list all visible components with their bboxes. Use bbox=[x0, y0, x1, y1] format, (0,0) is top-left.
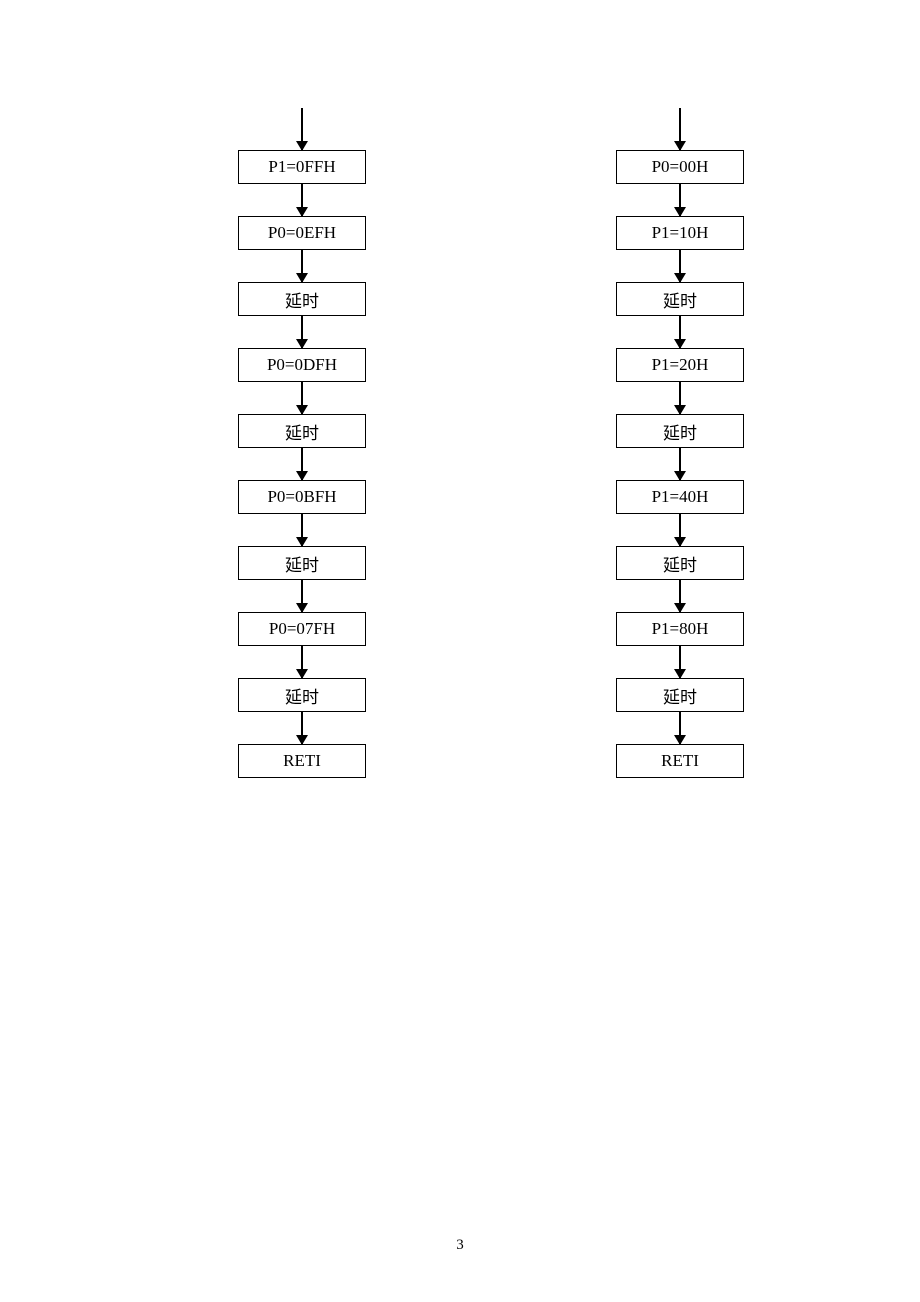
flow-step: P1=40H bbox=[616, 480, 744, 514]
flowchart-column-left: P1=0FFH P0=0EFH 延时 P0=0DFH 延时 P0=0BFH 延时… bbox=[238, 108, 366, 778]
flow-step: 延时 bbox=[616, 678, 744, 712]
flow-step: P0=0DFH bbox=[238, 348, 366, 382]
flowchart-column-right: P0=00H P1=10H 延时 P1=20H 延时 P1=40H 延时 P1=… bbox=[616, 108, 744, 778]
page: P1=0FFH P0=0EFH 延时 P0=0DFH 延时 P0=0BFH 延时… bbox=[0, 0, 920, 1302]
arrow bbox=[301, 448, 303, 480]
arrow bbox=[679, 514, 681, 546]
arrow bbox=[301, 580, 303, 612]
flow-step: 延时 bbox=[238, 678, 366, 712]
arrow bbox=[679, 712, 681, 744]
flow-step: 延时 bbox=[238, 414, 366, 448]
arrow bbox=[679, 646, 681, 678]
arrow bbox=[679, 382, 681, 414]
flow-step: 延时 bbox=[616, 282, 744, 316]
arrow bbox=[679, 448, 681, 480]
arrow bbox=[679, 316, 681, 348]
arrow bbox=[301, 646, 303, 678]
flow-step: P1=80H bbox=[616, 612, 744, 646]
arrow bbox=[301, 514, 303, 546]
flow-step: P1=10H bbox=[616, 216, 744, 250]
flow-step: P0=0BFH bbox=[238, 480, 366, 514]
arrow bbox=[301, 382, 303, 414]
flow-step: RETI bbox=[238, 744, 366, 778]
arrow bbox=[301, 250, 303, 282]
arrow bbox=[679, 250, 681, 282]
flow-step: 延时 bbox=[616, 546, 744, 580]
arrow bbox=[679, 580, 681, 612]
arrow bbox=[679, 184, 681, 216]
flow-step: P0=0EFH bbox=[238, 216, 366, 250]
flow-step: P0=00H bbox=[616, 150, 744, 184]
flow-step: RETI bbox=[616, 744, 744, 778]
arrow bbox=[301, 184, 303, 216]
page-number: 3 bbox=[0, 1237, 920, 1254]
arrow bbox=[301, 316, 303, 348]
flow-step: P1=20H bbox=[616, 348, 744, 382]
arrow bbox=[301, 108, 303, 150]
flow-step: 延时 bbox=[616, 414, 744, 448]
flow-step: 延时 bbox=[238, 546, 366, 580]
flow-step: P1=0FFH bbox=[238, 150, 366, 184]
flow-step: P0=07FH bbox=[238, 612, 366, 646]
arrow bbox=[301, 712, 303, 744]
flow-step: 延时 bbox=[238, 282, 366, 316]
arrow bbox=[679, 108, 681, 150]
